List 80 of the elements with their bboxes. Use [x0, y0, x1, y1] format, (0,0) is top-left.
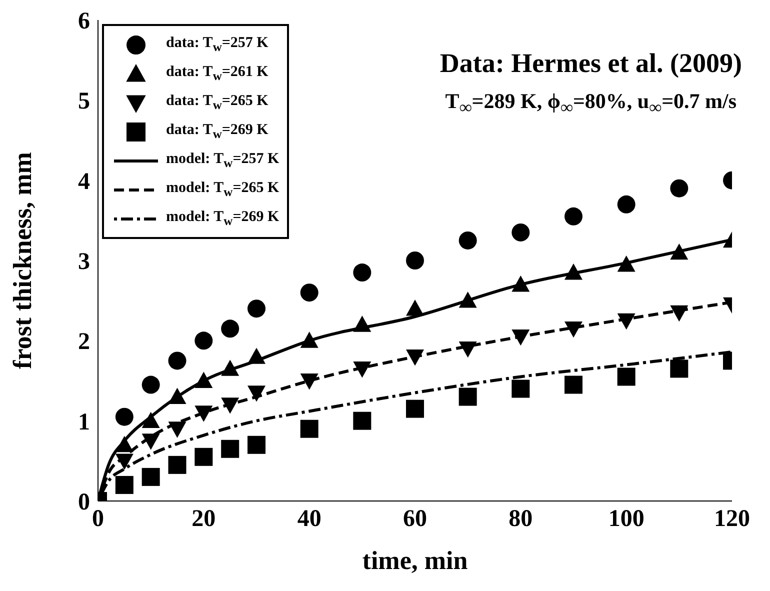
point — [617, 256, 636, 272]
point — [221, 360, 240, 376]
point — [248, 300, 266, 318]
point — [512, 329, 530, 346]
legend-label: data: T$_{w}$=257 K — [166, 34, 268, 54]
y-axis-title: frost thickness, mm — [8, 152, 38, 369]
point — [406, 400, 424, 418]
point — [353, 362, 372, 378]
point — [300, 332, 318, 348]
point — [406, 350, 424, 366]
legend-label: data: T$_{w}$=265 K — [166, 92, 268, 112]
point — [115, 476, 134, 494]
point — [168, 388, 186, 404]
y-tick-label: 2 — [78, 329, 90, 356]
point — [142, 468, 160, 486]
point — [142, 434, 160, 450]
point — [670, 360, 688, 378]
legend-label: data: T$_{w}$=269 K — [166, 122, 268, 142]
y-tick-label: 5 — [78, 88, 90, 115]
point — [406, 300, 424, 316]
point — [300, 284, 318, 302]
point — [512, 276, 530, 292]
y-tick-label: 6 — [78, 8, 90, 35]
annotation: Data: Hermes et al. (2009) — [440, 48, 742, 79]
point — [564, 321, 582, 338]
point — [458, 388, 477, 406]
point — [406, 252, 424, 270]
point — [564, 264, 582, 280]
point — [300, 374, 318, 390]
point — [168, 422, 186, 438]
point — [564, 376, 582, 394]
point — [670, 243, 688, 260]
point — [670, 305, 688, 322]
point — [248, 386, 266, 402]
point — [458, 231, 477, 250]
legend-label: model: T$_{w}$=257 K — [166, 150, 280, 170]
point — [168, 352, 186, 370]
point — [194, 332, 213, 350]
point — [221, 398, 240, 414]
point — [617, 195, 636, 214]
x-tick-label: 100 — [608, 506, 644, 532]
x-tick-label: 120 — [714, 506, 750, 532]
point — [194, 372, 213, 388]
point — [512, 223, 530, 242]
x-tick-label: 60 — [403, 506, 427, 532]
point — [617, 313, 636, 330]
y-tick-label: 0 — [78, 490, 90, 516]
annotation: T$_{∞}$=289 K, ϕ$_{∞}$=80%, u$_{∞}$=0.7 m/s — [444, 89, 738, 118]
point — [194, 448, 213, 466]
legend-label: model: T$_{w}$=269 K — [166, 208, 280, 228]
y-tick-label: 1 — [78, 409, 90, 436]
point — [142, 412, 160, 428]
point — [168, 456, 186, 474]
point — [512, 380, 530, 398]
point — [458, 341, 477, 358]
point — [248, 436, 266, 454]
point — [617, 368, 636, 386]
point — [353, 412, 372, 430]
point — [115, 436, 134, 452]
x-tick-label: 80 — [508, 506, 533, 532]
point — [670, 179, 688, 198]
point — [300, 420, 318, 438]
point — [353, 316, 372, 332]
point — [115, 454, 134, 470]
point — [194, 406, 213, 422]
x-tick-label: 40 — [297, 506, 322, 532]
legend-label: data: T$_{w}$=261 K — [166, 64, 268, 84]
x-axis-title: time, min — [362, 546, 468, 575]
point — [115, 408, 134, 426]
y-tick-label: 3 — [78, 249, 90, 276]
point — [221, 440, 240, 458]
legend-label: model: T$_{w}$=265 K — [166, 180, 280, 200]
point — [458, 292, 477, 308]
point — [353, 264, 372, 282]
point — [221, 320, 240, 338]
point — [248, 348, 266, 364]
point — [142, 376, 160, 394]
x-tick-label: 20 — [192, 506, 216, 532]
y-tick-label: 4 — [78, 168, 90, 195]
point — [564, 207, 582, 226]
